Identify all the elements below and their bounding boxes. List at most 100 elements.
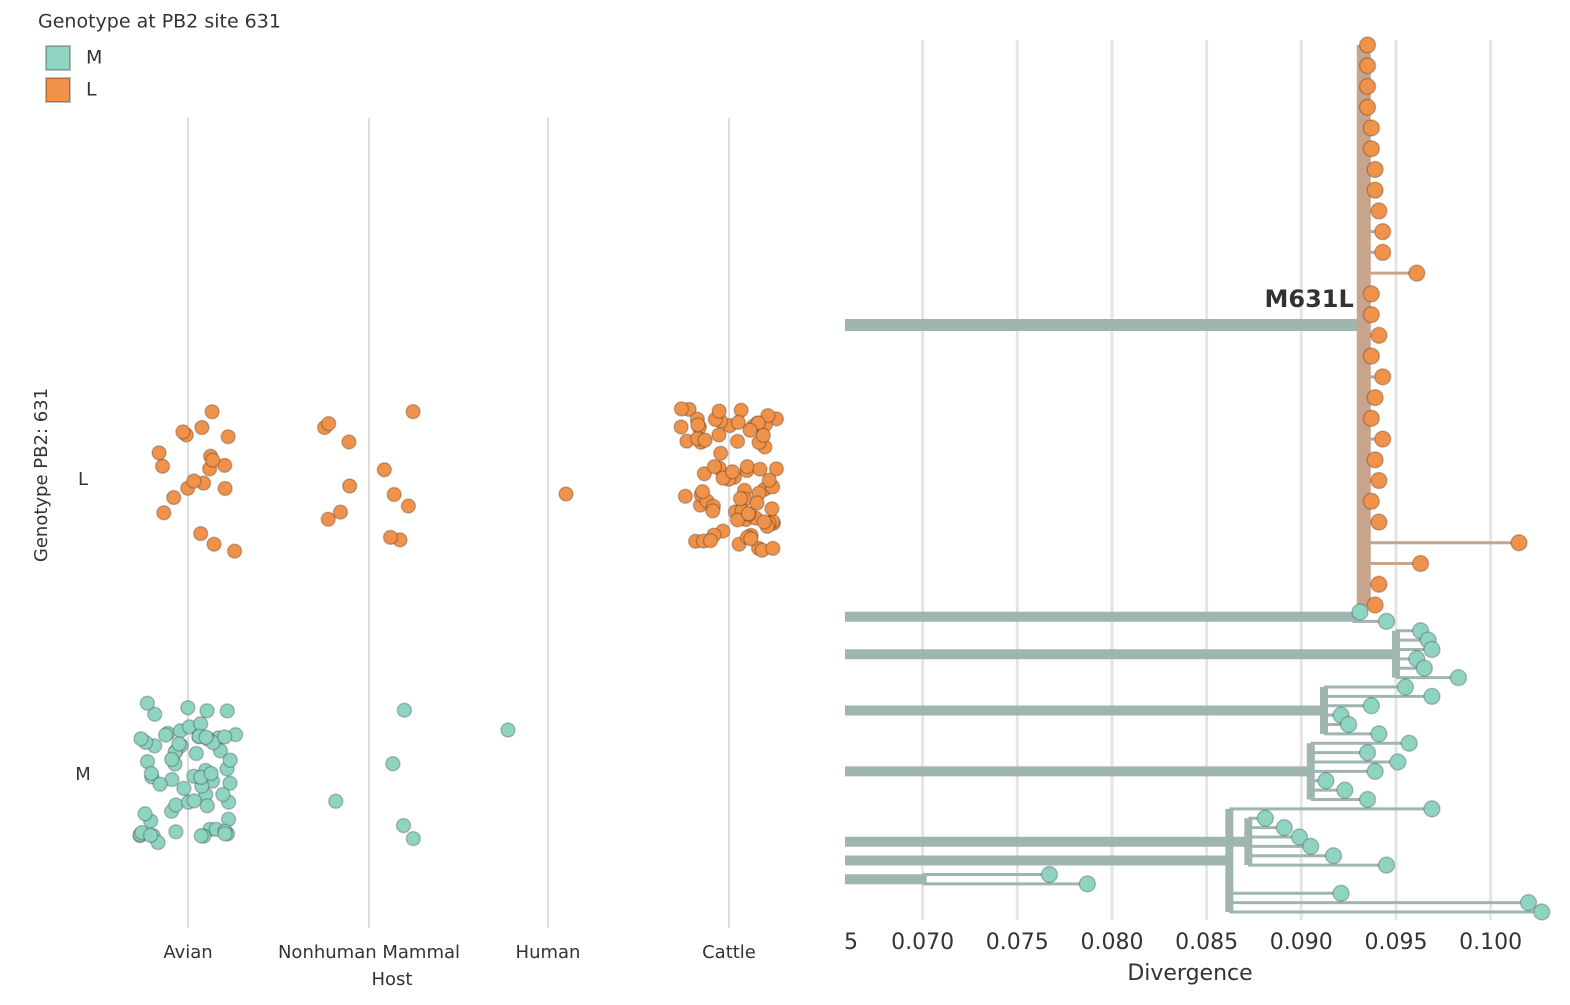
sample-dot: [706, 458, 723, 475]
tip-dot: [1377, 612, 1396, 631]
legend-swatch: [45, 77, 71, 103]
sample-dot: [163, 751, 180, 768]
tip-dot: [1336, 781, 1354, 799]
tip-dot: [1370, 575, 1388, 594]
sample-dot: [752, 461, 768, 477]
sample-dot: [220, 428, 236, 445]
legend-label: L: [86, 79, 97, 101]
mutation-label: M631L: [1264, 285, 1353, 313]
sample-dot: [712, 445, 729, 462]
sample-dot: [705, 503, 721, 519]
tip-dot: [1358, 56, 1377, 75]
tip-dot: [1366, 388, 1384, 407]
x-axis-title: Host: [372, 969, 413, 990]
x-tick-label: 0.075: [986, 930, 1049, 955]
sample-dot: [192, 716, 209, 732]
x-tick-label: Cattle: [702, 942, 756, 963]
tip-dot: [1362, 139, 1381, 158]
legend-swatch: [45, 45, 71, 71]
sample-dot: [186, 793, 203, 809]
tip-dot: [1370, 513, 1388, 531]
tip-dot: [1362, 119, 1381, 137]
tip-dot: [1510, 534, 1528, 552]
tip-dot: [1400, 734, 1418, 752]
sample-dot: [500, 722, 516, 738]
legend-label: M: [86, 47, 102, 69]
sample-dot: [139, 695, 156, 711]
sample-dot: [768, 461, 785, 477]
sample-dot: [137, 806, 153, 822]
x-tick-label: Human: [516, 942, 581, 963]
sample-dot: [677, 488, 694, 505]
sample-dot: [739, 458, 756, 475]
tip-dot: [1415, 659, 1434, 677]
sample-dot: [198, 729, 214, 746]
tip-dot: [1362, 347, 1381, 365]
sample-dot: [724, 464, 741, 480]
sample-dot: [328, 793, 344, 810]
sample-dot: [341, 478, 358, 494]
tip-dot: [1423, 640, 1441, 659]
sample-dot: [405, 403, 421, 420]
sample-dot: [341, 434, 357, 450]
sample-dot: [386, 486, 402, 503]
tip-dot: [1275, 818, 1294, 837]
sample-dot: [176, 780, 192, 797]
sample-dot: [385, 755, 401, 772]
sample-dot: [376, 462, 393, 478]
sample-dot: [756, 514, 772, 530]
sample-dot: [764, 501, 780, 517]
sample-dot: [217, 480, 233, 497]
sample-dot: [175, 424, 191, 440]
sample-dot: [558, 486, 574, 502]
tip-dot: [1366, 160, 1384, 179]
tip-dot: [1366, 596, 1384, 614]
tip-dot: [1366, 762, 1384, 781]
tip-dot: [1370, 471, 1388, 490]
sample-dot: [690, 417, 706, 433]
tip-dot: [1362, 409, 1381, 428]
sample-dot: [732, 490, 749, 507]
sample-dot: [405, 830, 422, 847]
tip-dot: [1290, 828, 1309, 846]
y-tick-label: L: [78, 469, 88, 490]
sample-dot: [320, 415, 337, 432]
y-tick-label: M: [75, 764, 91, 785]
sample-dot: [711, 427, 727, 443]
sample-dot: [216, 457, 233, 474]
sample-dot: [755, 427, 772, 444]
x-tick-label: Avian: [163, 942, 212, 963]
tip-dot: [1370, 725, 1388, 743]
tip-dot: [1532, 903, 1551, 921]
sample-dot: [143, 765, 160, 782]
tip-dot: [1358, 790, 1377, 809]
sample-dot: [215, 786, 231, 803]
sample-dot: [711, 403, 727, 419]
x-tick-label: 0.100: [1459, 930, 1522, 955]
sample-dot: [219, 703, 236, 719]
sample-dot: [168, 797, 184, 813]
tip-dot: [1373, 368, 1392, 386]
x-tick-label: 0.070: [891, 930, 954, 955]
tip-dot: [1362, 285, 1381, 303]
tip-dot: [1366, 451, 1384, 469]
sample-dot: [761, 472, 778, 488]
tip-dot: [1040, 865, 1059, 884]
sample-dot: [673, 401, 690, 417]
tip-dot: [1408, 264, 1426, 282]
sample-dot: [206, 536, 222, 552]
tip-dot: [1370, 202, 1388, 220]
tip-dot: [1078, 875, 1097, 893]
tip-dot: [1373, 430, 1392, 448]
sample-dot: [222, 775, 238, 792]
tip-dot: [1358, 77, 1377, 96]
tip-dot: [1324, 847, 1343, 865]
tip-dot: [1396, 678, 1415, 696]
sample-dot: [320, 511, 336, 528]
tip-dot: [1332, 884, 1350, 902]
legend-title: Genotype at PB2 site 631: [38, 11, 281, 33]
tip-dot: [1389, 753, 1407, 771]
sample-dot: [204, 452, 221, 468]
x-tick-label: 0.095: [1364, 930, 1427, 955]
